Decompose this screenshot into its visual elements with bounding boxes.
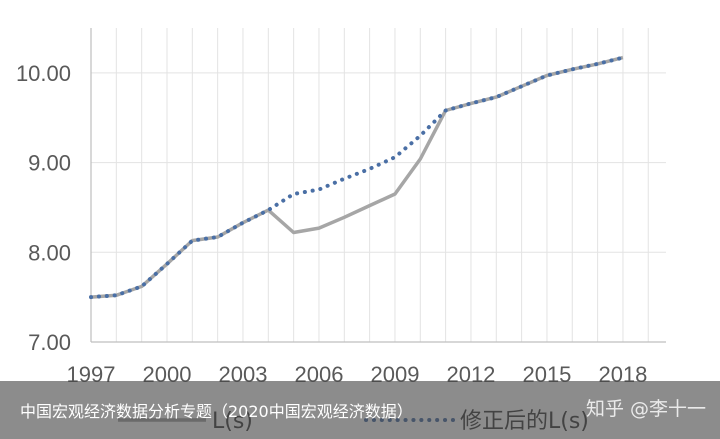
y-tick-labels: 7.00 8.00 9.00 10.00 xyxy=(16,61,71,355)
grid-lines xyxy=(90,28,666,343)
y-tick-label: 7.00 xyxy=(28,330,71,355)
caption-overlay xyxy=(0,381,720,439)
y-tick-label: 10.00 xyxy=(16,61,71,86)
axes xyxy=(90,28,666,343)
y-tick-label: 9.00 xyxy=(28,151,71,176)
series-lines xyxy=(89,55,625,300)
y-tick-label: 8.00 xyxy=(28,240,71,265)
watermark-text: 知乎 @李十一 xyxy=(585,398,706,420)
caption-text: 中国宏观经济数据分析专题（2020中国宏观经济数据） xyxy=(20,402,413,421)
series-line-2 xyxy=(89,55,625,300)
series-line-1 xyxy=(90,55,624,299)
